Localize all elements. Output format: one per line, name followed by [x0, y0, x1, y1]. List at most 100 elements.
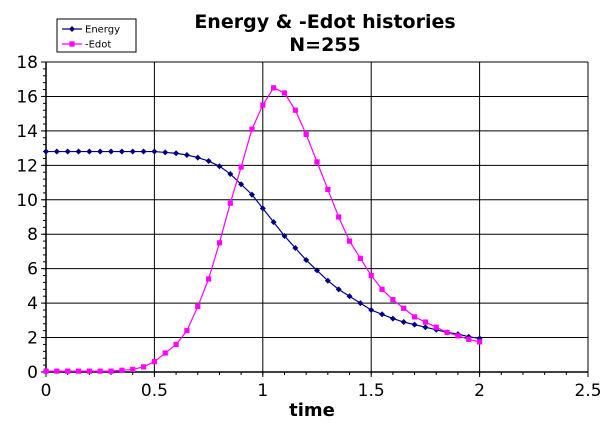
data-point	[324, 277, 331, 284]
data-point	[108, 148, 115, 155]
x-tick-label: 1.5	[358, 381, 385, 401]
series-energy	[43, 148, 483, 342]
data-point	[270, 219, 277, 226]
data-point	[292, 245, 299, 251]
data-point	[194, 154, 201, 161]
data-point	[53, 148, 60, 155]
data-point	[75, 148, 82, 155]
data-point	[389, 315, 396, 322]
data-point	[292, 107, 298, 113]
data-point	[248, 191, 255, 198]
data-point	[130, 366, 136, 373]
data-point	[151, 359, 157, 365]
data-point	[477, 339, 483, 345]
data-point	[227, 200, 233, 206]
data-point	[357, 255, 363, 261]
data-point	[368, 307, 375, 313]
data-point	[422, 324, 429, 331]
x-axis-label: time	[289, 400, 335, 421]
data-point	[357, 300, 364, 307]
data-point	[216, 163, 223, 170]
data-point	[368, 272, 374, 279]
data-point	[173, 150, 180, 157]
data-point	[314, 159, 320, 165]
y-tick-label: 6	[27, 260, 38, 280]
data-point	[433, 324, 439, 330]
x-tick-label: 2.5	[574, 381, 601, 401]
legend-label: -Edot	[85, 40, 111, 51]
data-point	[216, 240, 223, 246]
legend-label: Energy	[85, 25, 120, 36]
data-point	[400, 319, 407, 326]
data-point	[162, 149, 169, 156]
data-point	[129, 148, 136, 155]
grid-lines	[45, 61, 589, 373]
y-tick-label: 12	[16, 156, 38, 176]
x-tick-label: 2	[474, 381, 485, 401]
data-point	[260, 102, 266, 108]
data-point	[336, 214, 342, 220]
y-tick-label: 10	[16, 191, 38, 211]
data-point	[390, 297, 396, 303]
data-point	[271, 85, 277, 91]
data-point	[259, 205, 266, 212]
x-axis-ticks: 0 0.5 1 1.5 2 2.5	[41, 372, 602, 401]
data-point	[303, 257, 310, 264]
data-point	[281, 90, 288, 96]
y-tick-label: 14	[16, 122, 38, 142]
legend-entry: Energy	[62, 25, 120, 36]
data-point	[205, 158, 212, 165]
data-point	[97, 368, 103, 374]
y-axis-ticks: 0 2 4 6 8 10 12 14 16 18	[16, 53, 46, 383]
data-point	[303, 131, 309, 137]
y-tick-label: 16	[16, 87, 38, 107]
x-tick-label: 0.5	[141, 381, 168, 401]
data-point	[183, 152, 190, 158]
data-point	[238, 164, 244, 170]
legend: Energy -Edot	[56, 18, 137, 53]
data-point	[249, 126, 255, 132]
data-point	[281, 232, 288, 239]
data-point	[401, 305, 407, 311]
data-point	[64, 148, 71, 155]
data-point	[314, 267, 320, 274]
data-point	[86, 368, 92, 374]
data-point	[173, 341, 179, 348]
y-tick-label: 2	[27, 329, 38, 349]
data-point	[422, 319, 428, 325]
data-point	[65, 368, 71, 374]
data-point	[325, 186, 331, 193]
data-point	[379, 311, 386, 318]
data-point	[151, 148, 158, 155]
data-point	[206, 276, 212, 282]
y-tick-label: 0	[27, 363, 38, 383]
x-tick-label: 1	[257, 381, 268, 401]
data-point	[43, 148, 49, 155]
legend-swatch-marker	[69, 26, 75, 32]
data-point	[108, 368, 114, 374]
chart-title: Energy & -Edot histories	[194, 11, 455, 33]
series-edot	[43, 85, 483, 374]
data-point	[118, 148, 125, 155]
data-point	[238, 181, 245, 188]
chart-subtitle: N=255	[289, 34, 360, 56]
data-point	[444, 329, 450, 335]
data-point	[346, 238, 353, 244]
data-point	[227, 170, 234, 177]
data-point	[75, 368, 82, 374]
data-point	[455, 333, 461, 339]
axes	[45, 62, 588, 373]
data-point	[411, 321, 418, 328]
data-point	[140, 148, 147, 155]
data-point	[379, 286, 385, 292]
data-point	[184, 328, 190, 334]
y-tick-label: 4	[27, 294, 38, 314]
legend-swatch-marker	[69, 41, 75, 47]
data-point	[86, 148, 93, 155]
data-point	[346, 293, 353, 300]
data-point	[466, 336, 472, 342]
x-tick-label: 0	[41, 381, 52, 401]
data-point	[162, 350, 168, 356]
data-point	[43, 368, 49, 374]
